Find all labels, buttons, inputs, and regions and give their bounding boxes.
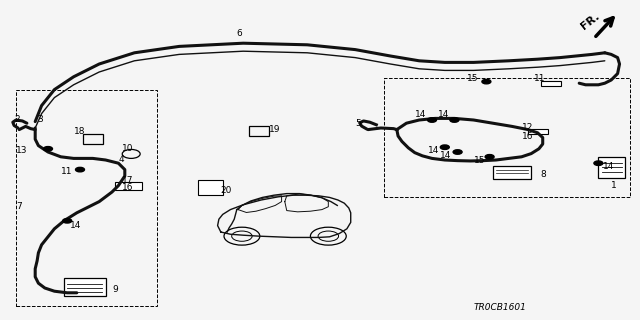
Bar [541,81,561,86]
Text: 11: 11 [534,74,546,83]
Text: 2: 2 [14,116,20,124]
Text: 17: 17 [122,176,133,185]
Text: 5: 5 [355,119,361,128]
Text: 14: 14 [438,110,450,119]
Text: 1: 1 [611,181,617,190]
Text: 13: 13 [16,146,28,155]
Circle shape [428,118,436,122]
Text: 8: 8 [541,170,547,179]
Bar [528,129,548,134]
Bar [115,182,142,190]
Text: 14: 14 [70,221,82,230]
Text: FR.: FR. [579,12,602,32]
Text: 19: 19 [269,125,280,134]
Text: 16: 16 [522,132,533,141]
Text: 4: 4 [118,156,124,164]
Circle shape [440,145,449,149]
Bar [64,278,106,296]
Circle shape [76,167,84,172]
Text: 14: 14 [603,162,614,171]
Text: 6: 6 [237,29,243,38]
Text: 11: 11 [61,167,72,176]
Circle shape [453,150,462,154]
Bar [16,90,157,306]
Text: 9: 9 [112,285,118,294]
Bar [493,166,531,179]
Circle shape [450,118,459,122]
Text: 3: 3 [37,116,43,124]
Text: 14: 14 [428,146,439,155]
Circle shape [482,79,491,84]
Bar [598,157,625,178]
Bar [384,78,630,197]
Text: 7: 7 [16,202,22,211]
Circle shape [485,155,494,159]
Circle shape [44,147,52,151]
Text: 15: 15 [474,156,485,165]
Text: 14: 14 [415,110,426,119]
Circle shape [594,161,603,165]
Circle shape [63,219,72,223]
Text: 10: 10 [122,144,133,153]
Bar [198,180,223,195]
Text: 20: 20 [221,186,232,195]
Text: TR0CB1601: TR0CB1601 [474,303,527,312]
Text: 12: 12 [522,124,533,132]
Text: 15: 15 [467,74,479,83]
Text: 14: 14 [440,151,452,160]
Text: 16: 16 [122,183,133,192]
Text: 18: 18 [74,127,85,136]
